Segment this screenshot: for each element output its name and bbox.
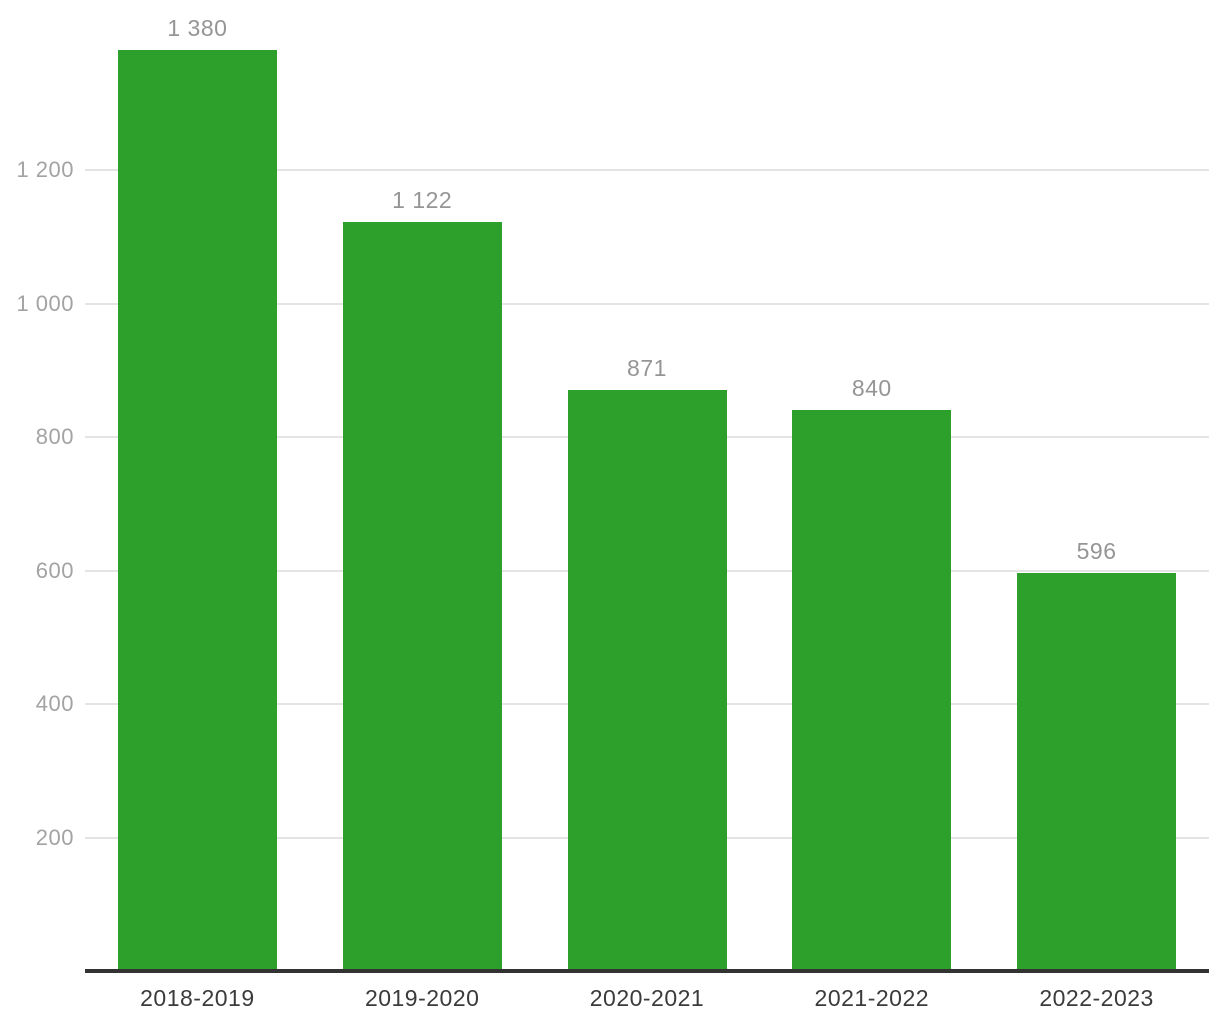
y-tick-label: 200 xyxy=(35,824,74,850)
x-tick-label: 2019-2020 xyxy=(364,985,480,1011)
y-tick-label: 800 xyxy=(35,424,74,450)
gridline xyxy=(85,302,1209,305)
bar[interactable] xyxy=(567,389,727,971)
bar-value-label: 596 xyxy=(1076,538,1117,565)
x-tick-label: 2020-2021 xyxy=(589,985,705,1011)
bar-value-label: 1 380 xyxy=(167,15,228,42)
y-tick-label: 1 200 xyxy=(16,157,74,183)
x-tick-label: 2018-2019 xyxy=(140,985,255,1011)
bar-value-label: 1 122 xyxy=(392,187,453,214)
y-tick-label: 400 xyxy=(35,691,74,717)
bar[interactable] xyxy=(117,50,277,971)
x-axis-line xyxy=(85,969,1209,973)
bar[interactable] xyxy=(792,410,952,971)
y-tick-label: 600 xyxy=(35,557,74,583)
bar-value-label: 871 xyxy=(627,354,667,381)
x-tick-label: 2022-2023 xyxy=(1039,985,1154,1011)
y-tick-label: 1 000 xyxy=(16,290,74,316)
bar[interactable] xyxy=(1017,573,1177,971)
gridline xyxy=(85,169,1209,172)
bar-value-label: 840 xyxy=(851,375,892,402)
x-tick-label: 2021-2022 xyxy=(814,985,930,1011)
bar[interactable] xyxy=(342,222,502,971)
